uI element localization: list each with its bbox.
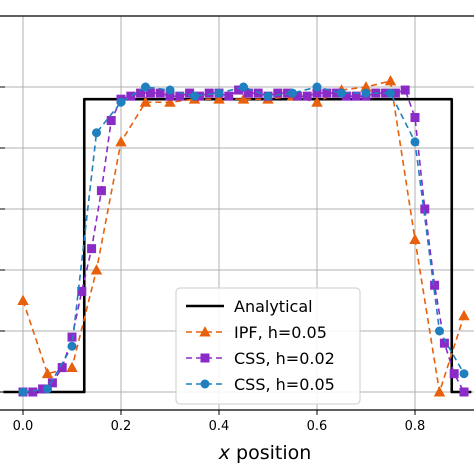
legend-swatch-marker-3: [200, 379, 210, 389]
series-1-point-8: [213, 93, 225, 104]
series-2-point-34: [351, 91, 361, 101]
series-3-point-15: [385, 88, 395, 98]
series-1-point-3: [90, 264, 103, 275]
series-3-point-0: [18, 387, 28, 397]
series-1-point-6: [164, 96, 176, 107]
legend-swatch-marker-2: [200, 353, 210, 363]
series-3-point-3: [92, 128, 102, 138]
axes-frame: [0, 15, 474, 411]
series-2-point-13: [145, 88, 155, 98]
series-1-point-2: [66, 361, 78, 373]
x-tick-label-4: 0.8: [405, 419, 426, 434]
series-2-point-5: [67, 332, 77, 342]
x-axis-label-text: position: [230, 442, 311, 464]
series-1-point-9: [237, 93, 250, 104]
series-3-point-9: [239, 82, 249, 92]
series-2-point-26: [273, 88, 283, 98]
series-3-point-16: [410, 137, 420, 147]
x-ticks: 0.0 0.2 0.4 0.6 0.8: [13, 410, 426, 434]
legend-label-1: IPF, h=0.05: [234, 323, 327, 342]
series-3-point-13: [336, 88, 346, 98]
series-2-point-40: [410, 113, 420, 123]
series-3-point-18: [459, 369, 469, 379]
series-1-point-4: [115, 136, 127, 147]
legend-label-2: CSS, h=0.02: [234, 349, 335, 368]
legend-label-0: Analytical: [234, 297, 313, 316]
series-3-point-7: [190, 91, 200, 101]
series-3-point-6: [165, 85, 175, 95]
series-3-point-1: [42, 384, 52, 394]
series-2-point-3: [47, 378, 57, 388]
series-3-point-4: [116, 97, 126, 107]
series-2-point-8: [96, 186, 106, 196]
series-2-point-9: [106, 116, 116, 126]
x-tick-label-1: 0.2: [111, 419, 132, 434]
series-2-point-44: [449, 369, 459, 379]
series-2-point-42: [430, 280, 440, 290]
series-3-point-10: [263, 91, 273, 101]
series-2-point-11: [126, 91, 136, 101]
x-tick-label-2: 0.4: [209, 419, 230, 434]
series-layer: [3, 75, 472, 397]
series-3: [18, 82, 469, 397]
series-3-point-5: [141, 82, 151, 92]
series-1-point-18: [458, 309, 470, 321]
x-tick-label-0: 0.0: [13, 419, 34, 434]
series-2-point-45: [459, 387, 469, 397]
series-3-point-17: [434, 326, 444, 336]
series-3-point-14: [361, 88, 371, 98]
series-1-point-17: [433, 386, 446, 397]
x-axis-label: x position: [218, 442, 312, 464]
series-3-point-11: [287, 88, 297, 98]
series-3-point-12: [312, 82, 322, 92]
series-2-point-19: [204, 88, 214, 98]
legend-label-3: CSS, h=0.05: [234, 375, 335, 394]
series-2-point-7: [87, 244, 97, 254]
series-2-point-39: [400, 85, 410, 95]
series-2-point-21: [224, 91, 234, 101]
legend-swatch-marker-1: [199, 326, 211, 337]
series-1-point-0: [17, 294, 29, 305]
series-2-point-29: [302, 91, 312, 101]
series-2-point-1: [28, 387, 38, 397]
series-1-point-12: [311, 96, 323, 107]
series-1-point-1: [41, 367, 54, 379]
series-1-point-15: [384, 75, 397, 86]
series-2-point-6: [77, 286, 87, 296]
series-1-point-5: [139, 96, 152, 107]
series-3-point-2: [67, 341, 77, 351]
series-3-point-8: [214, 88, 224, 98]
legend: Analytical IPF, h=0.05 CSS, h=0.02 CSS, h=0…: [175, 287, 361, 405]
x-axis-label-symbol: x: [218, 442, 231, 464]
series-1-point-16: [409, 233, 421, 244]
legend-box: [175, 287, 361, 405]
series-2-point-14: [155, 88, 165, 98]
x-tick-label-3: 0.6: [307, 419, 328, 434]
